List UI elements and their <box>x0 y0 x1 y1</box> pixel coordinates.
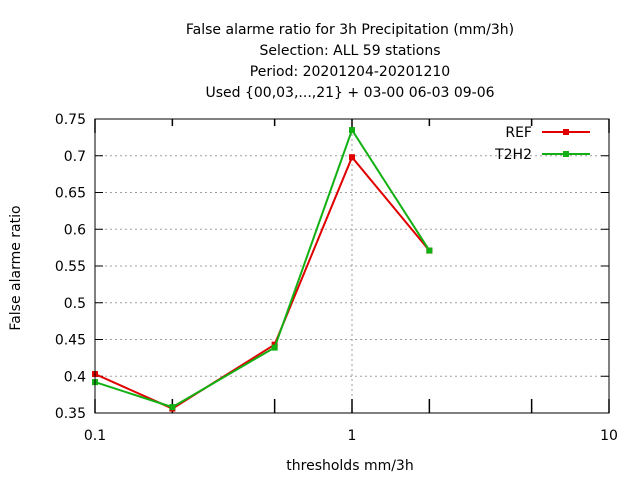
y-tick-label: 0.45 <box>55 333 86 349</box>
data-point-t2h2 <box>349 127 355 134</box>
y-tick-label: 0.75 <box>55 112 86 128</box>
y-tick-label: 0.7 <box>64 149 86 165</box>
data-point-t2h2 <box>426 247 433 254</box>
plot-series <box>92 127 433 412</box>
series-line-ref <box>94 155 431 410</box>
data-point-t2h2 <box>169 404 176 411</box>
y-tick-label: 0.35 <box>55 406 86 422</box>
legend-marker <box>563 129 569 135</box>
x-axis-label: thresholds mm/3h <box>286 458 413 474</box>
y-tick-label: 0.4 <box>64 369 86 385</box>
data-point-ref <box>349 154 355 161</box>
data-point-t2h2 <box>271 344 278 351</box>
y-tick-label: 0.55 <box>55 259 86 275</box>
legend-label: T2H2 <box>494 147 532 163</box>
x-tick-label: 10 <box>600 428 618 444</box>
title-line: Selection: ALL 59 stations <box>259 43 440 59</box>
chart-title: False alarme ratio for 3h Precipitation … <box>186 22 514 101</box>
y-tick-label: 0.6 <box>64 222 86 238</box>
title-line: False alarme ratio for 3h Precipitation … <box>186 22 514 38</box>
y-tick-label: 0.65 <box>55 186 86 202</box>
legend: REF T2H2 <box>494 125 590 163</box>
legend-label: REF <box>505 125 532 141</box>
y-axis-label: False alarme ratio <box>8 205 24 330</box>
series-line-t2h2 <box>94 127 431 409</box>
axis-ticks: 0.35 0.4 0.45 0.5 0.55 0.6 0.65 0.7 0.75 0.1 1 10 <box>55 112 618 444</box>
y-tick-label: 0.5 <box>64 296 86 312</box>
legend-marker <box>563 151 569 157</box>
x-tick-label: 0.1 <box>84 428 106 444</box>
title-line: Used {00,03,...,21} + 03-00 06-03 09-06 <box>205 85 494 101</box>
grid <box>95 119 609 413</box>
title-line: Period: 20201204-20201210 <box>250 64 450 80</box>
plot-frame <box>94 118 610 414</box>
x-tick-label: 1 <box>348 428 357 444</box>
